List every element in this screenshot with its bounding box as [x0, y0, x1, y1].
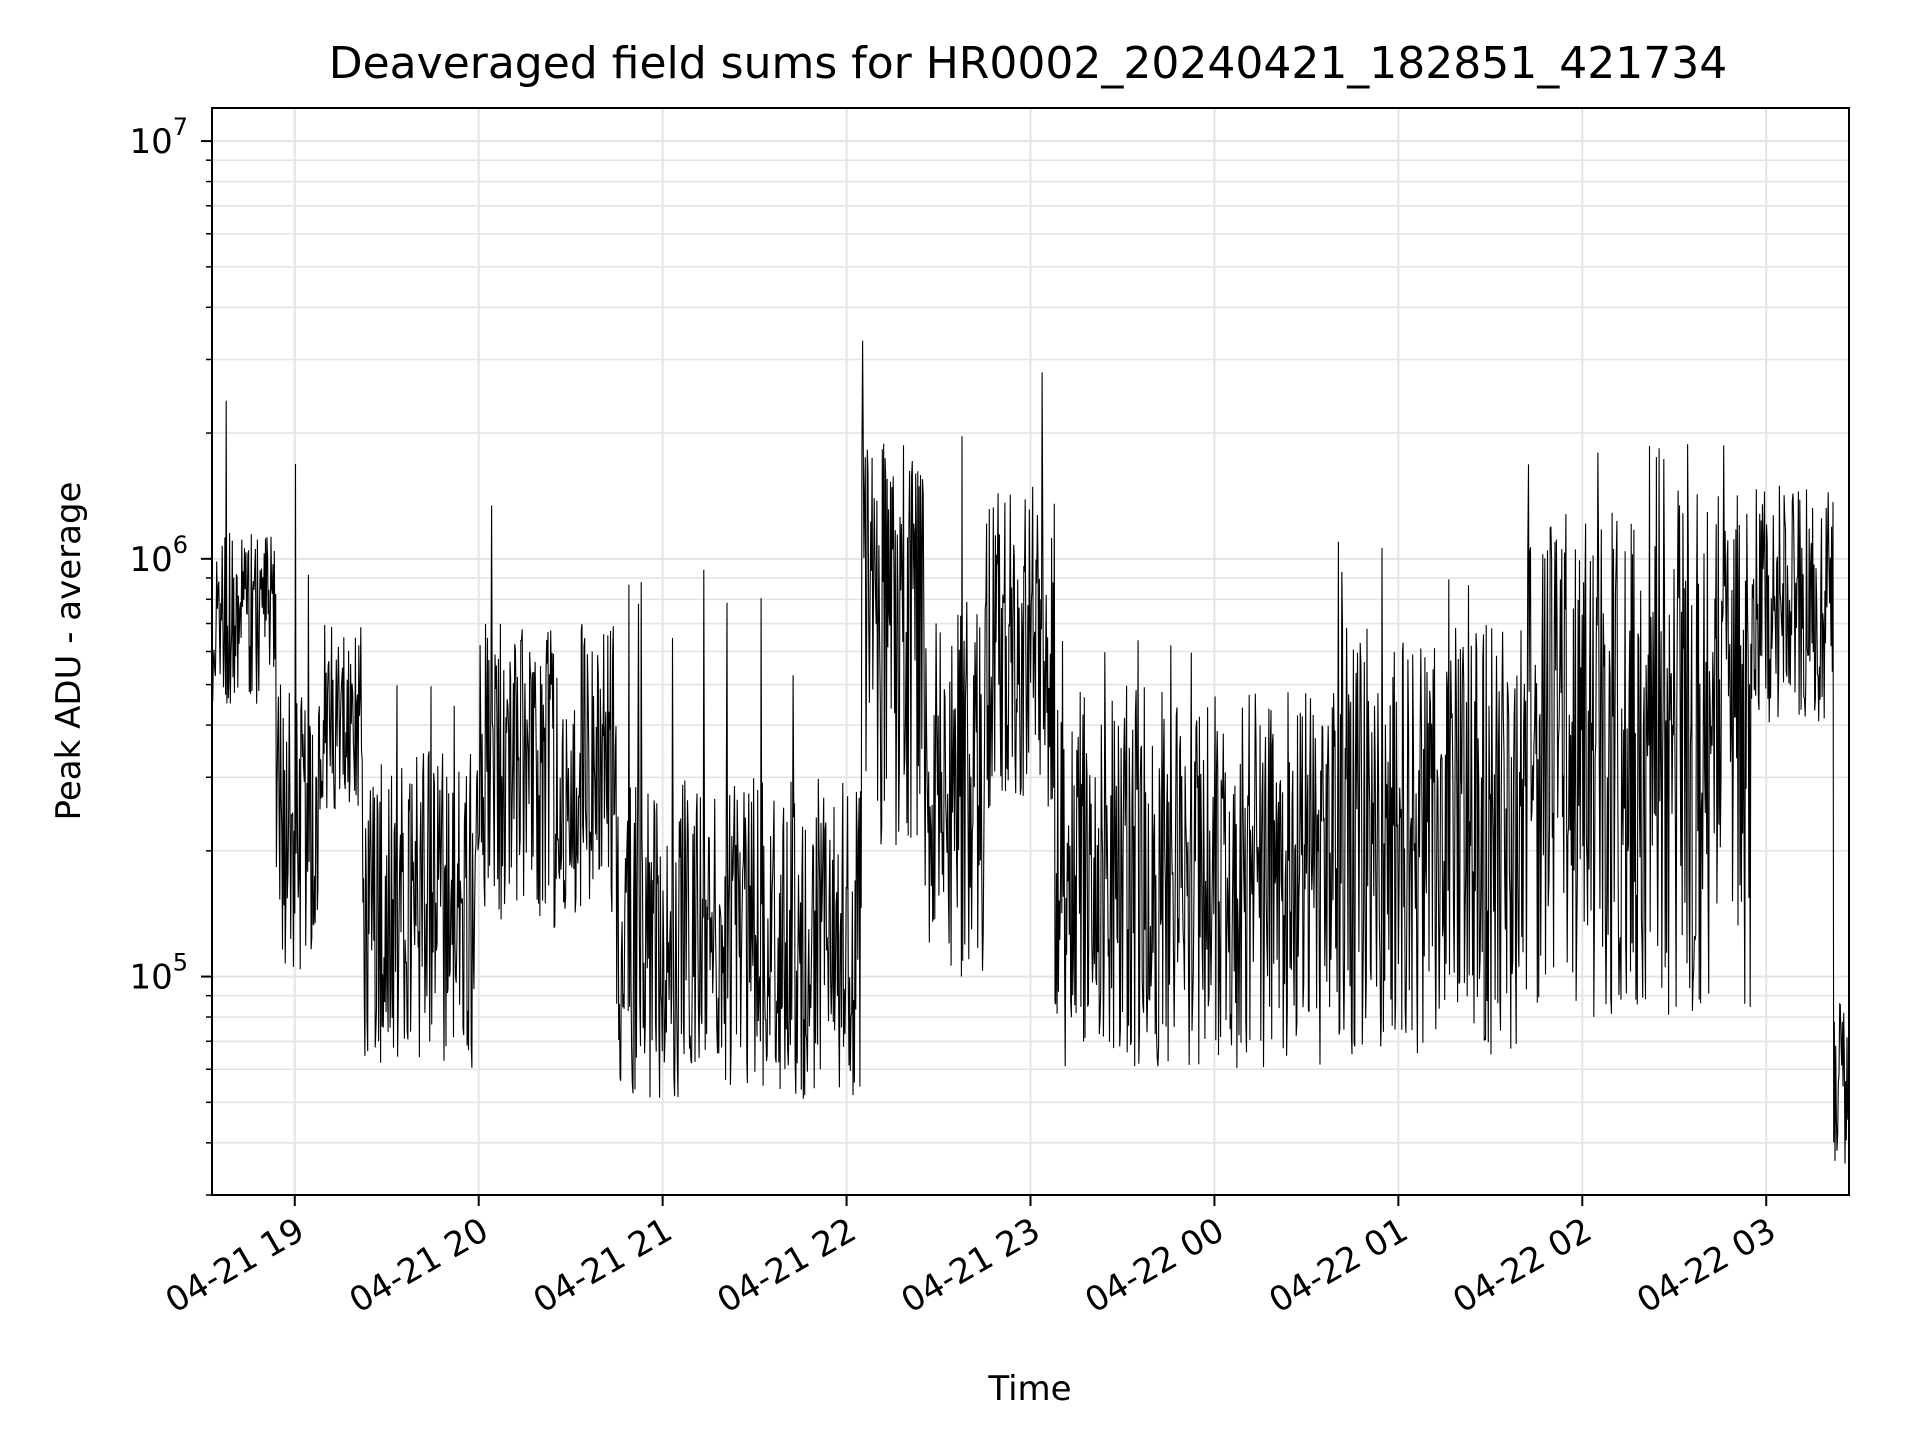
x-axis-ticks: 04-21 19 04-21 20 04-21 21 04-21 22 04-21 23… [159, 1195, 1783, 1321]
y-tick-label: 107 [129, 113, 188, 162]
x-tick-label: 04-21 19 [159, 1210, 311, 1321]
x-tick-label: 04-22 02 [1446, 1210, 1598, 1321]
x-tick-label: 04-22 00 [1079, 1210, 1231, 1321]
x-tick-label: 04-21 23 [895, 1210, 1047, 1321]
series-line [211, 340, 1849, 1164]
x-axis-label: Time [987, 1369, 1071, 1409]
chart-title: Deaveraged field sums for HR0002_2024042… [329, 38, 1728, 89]
x-tick-label: 04-22 01 [1262, 1210, 1414, 1321]
x-tick-label: 04-21 21 [527, 1210, 679, 1321]
y-axis-ticks: 105 106 107 [129, 113, 212, 1196]
x-tick-label: 04-21 20 [343, 1210, 495, 1321]
y-tick-label: 106 [129, 531, 188, 580]
x-tick-label: 04-22 03 [1630, 1210, 1782, 1321]
y-tick-label: 105 [129, 949, 188, 998]
x-tick-label: 04-21 22 [711, 1210, 863, 1321]
y-axis-label: Peak ADU - average [49, 482, 89, 821]
data-series [211, 340, 1849, 1164]
